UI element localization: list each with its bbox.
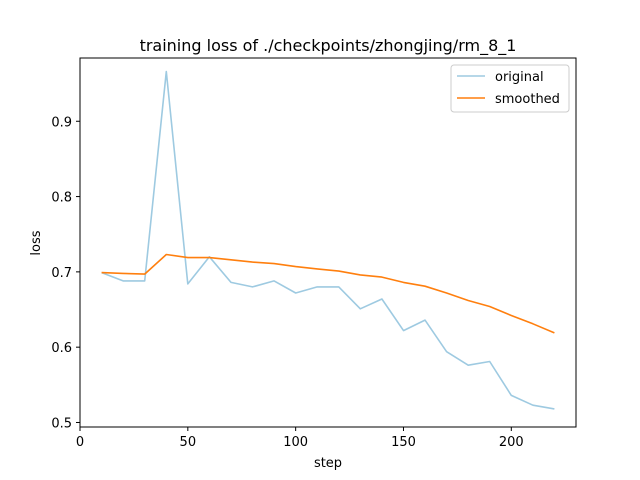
y-axis-label: loss — [29, 230, 44, 255]
legend: original smoothed — [450, 64, 570, 113]
x-tick-label: 200 — [499, 435, 524, 450]
legend-label-original: original — [495, 70, 544, 85]
series-lines — [101, 70, 555, 410]
x-tick-label: 50 — [180, 435, 197, 450]
x-axis-label: step — [314, 456, 342, 471]
y-tick-label: 0.8 — [51, 191, 72, 206]
y-tick-label: 0.7 — [51, 266, 72, 281]
legend-label-smoothed: smoothed — [495, 92, 560, 107]
x-tick-label: 0 — [76, 435, 84, 450]
series-line-smoothed — [101, 253, 555, 334]
x-tick-label: 150 — [391, 435, 416, 450]
y-axis: 0.5 0.6 0.7 0.8 0.9 — [51, 115, 80, 431]
chart-title: training loss of ./checkpoints/zhongjing… — [140, 36, 517, 56]
series-line-original — [101, 70, 555, 410]
y-tick-label: 0.6 — [51, 341, 72, 356]
plot-area-frame — [79, 57, 577, 428]
y-tick-label: 0.9 — [51, 115, 72, 130]
x-tick-label: 100 — [283, 435, 308, 450]
x-axis: 0 50 100 150 200 — [76, 427, 524, 450]
y-tick-label: 0.5 — [51, 416, 72, 431]
